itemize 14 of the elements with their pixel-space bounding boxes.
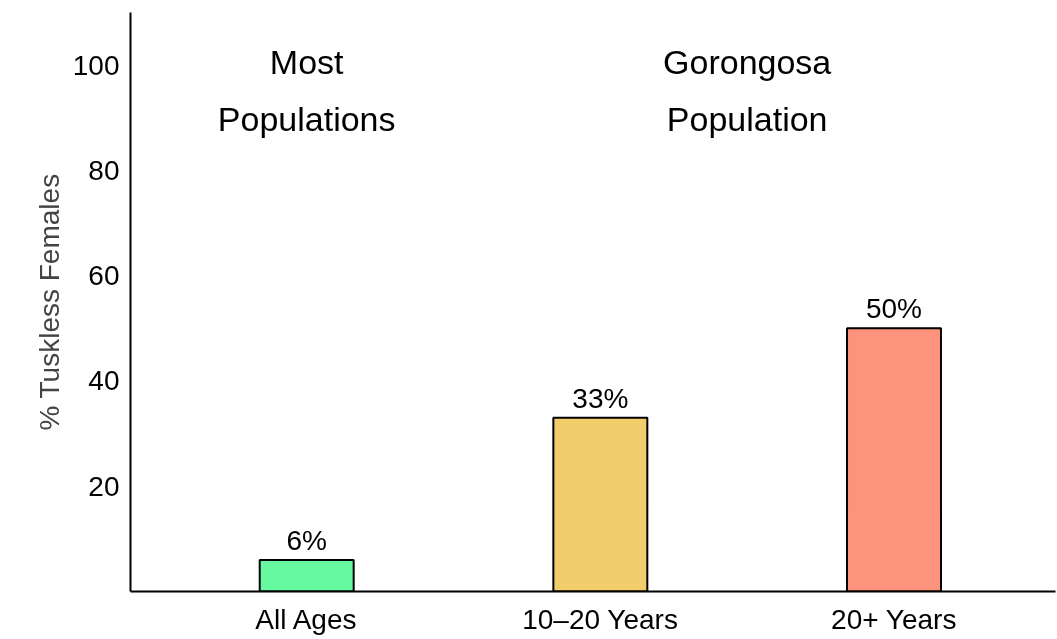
x-tick-label: 10–20 Years bbox=[522, 603, 678, 635]
data-label: 33% bbox=[572, 382, 629, 414]
x-tick-label: 20+ Years bbox=[831, 603, 957, 635]
data-label: 6% bbox=[286, 524, 327, 556]
x-tick-label: All Ages bbox=[255, 603, 357, 635]
y-tick-label: 80 bbox=[88, 154, 120, 186]
y-tick-label: 20 bbox=[88, 470, 120, 502]
y-tick-label: 100 bbox=[72, 49, 120, 81]
data-label: 50% bbox=[865, 293, 923, 325]
y-tick-label: 60 bbox=[88, 260, 120, 292]
annotation: Gorongosa Population bbox=[663, 42, 832, 138]
y-tick-label: 40 bbox=[88, 365, 120, 397]
annotation: Most Populations bbox=[217, 42, 396, 138]
y-axis-title: % Tuskless Females bbox=[33, 173, 65, 431]
